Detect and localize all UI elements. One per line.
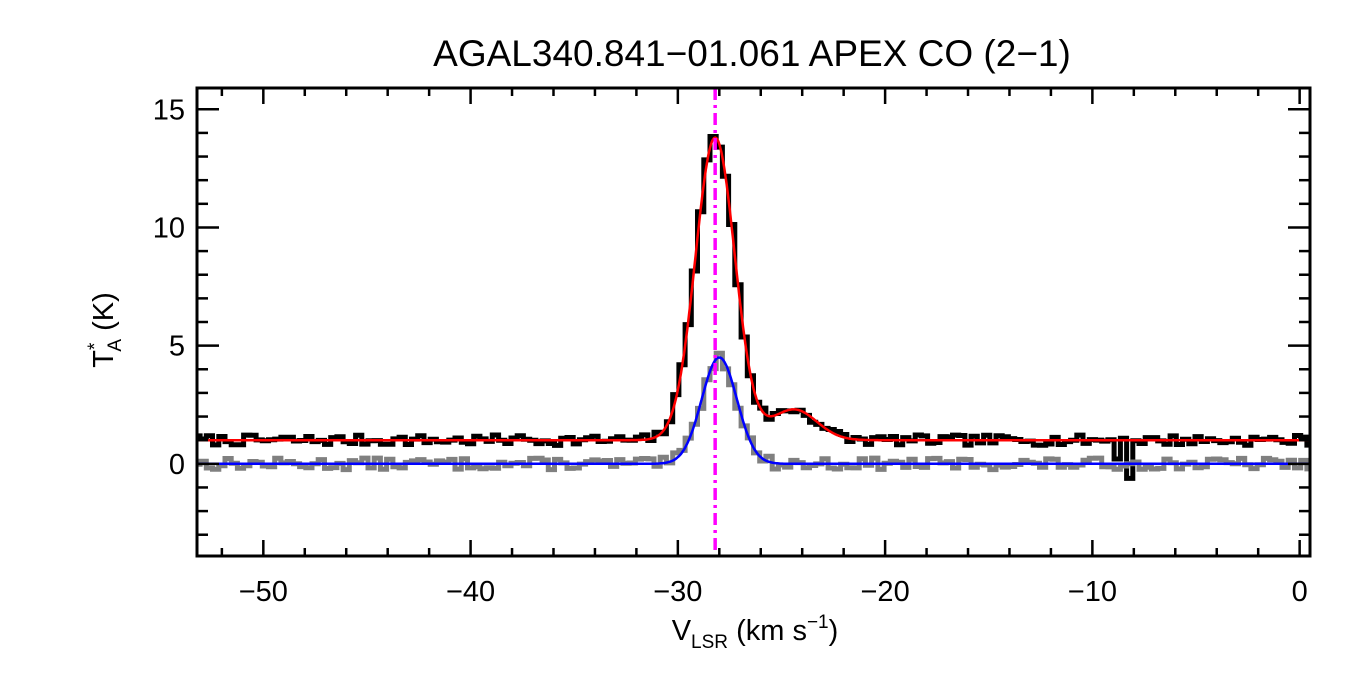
y-tick-label: 15	[153, 94, 185, 126]
x-tick-label: −20	[861, 576, 910, 608]
y-axis-label-sub: A	[105, 339, 126, 352]
y-tick-label: 0	[169, 449, 185, 481]
x-axis-label: VLSR (km s−1)	[672, 612, 839, 653]
x-tick-label: −10	[1068, 576, 1117, 608]
x-axis-label-sub: LSR	[691, 632, 728, 653]
fit-red	[197, 136, 1310, 442]
plot-data-layer	[197, 134, 1310, 481]
y-axis-label: T*A (K)	[85, 292, 126, 368]
y-tick-label: 5	[169, 331, 185, 363]
fit-blue	[197, 356, 1310, 466]
y-axis-label-unit: (K)	[88, 292, 120, 339]
y-tick-label: 10	[153, 212, 185, 244]
x-axis-label-main: V	[672, 615, 692, 647]
x-axis-label-close: )	[829, 615, 839, 647]
x-axis-label-unit: (km s	[728, 615, 807, 647]
x-tick-label: −50	[239, 576, 288, 608]
spectrum-gray	[197, 350, 1310, 473]
x-axis-label-sup: −1	[807, 612, 829, 633]
x-tick-label: −40	[446, 576, 495, 608]
y-axis-label-sup: *	[85, 342, 106, 350]
svg-text:VLSR (km s−1): VLSR (km s−1)	[672, 612, 839, 653]
plot-frame	[195, 86, 1312, 558]
y-axis-label-main: T	[88, 350, 120, 368]
svg-text:T*A (K): T*A (K)	[85, 292, 126, 368]
x-tick-label: −30	[653, 576, 702, 608]
x-axis-ticks: −50 −40 −30 −20 −10 0	[220, 88, 1308, 608]
chart-title: AGAL340.841−01.061 APEX CO (2−1)	[433, 33, 1071, 74]
spectrum-black	[197, 134, 1310, 481]
x-tick-label: 0	[1292, 576, 1308, 608]
y-axis-ticks: 0 5 10 15	[153, 94, 1310, 536]
